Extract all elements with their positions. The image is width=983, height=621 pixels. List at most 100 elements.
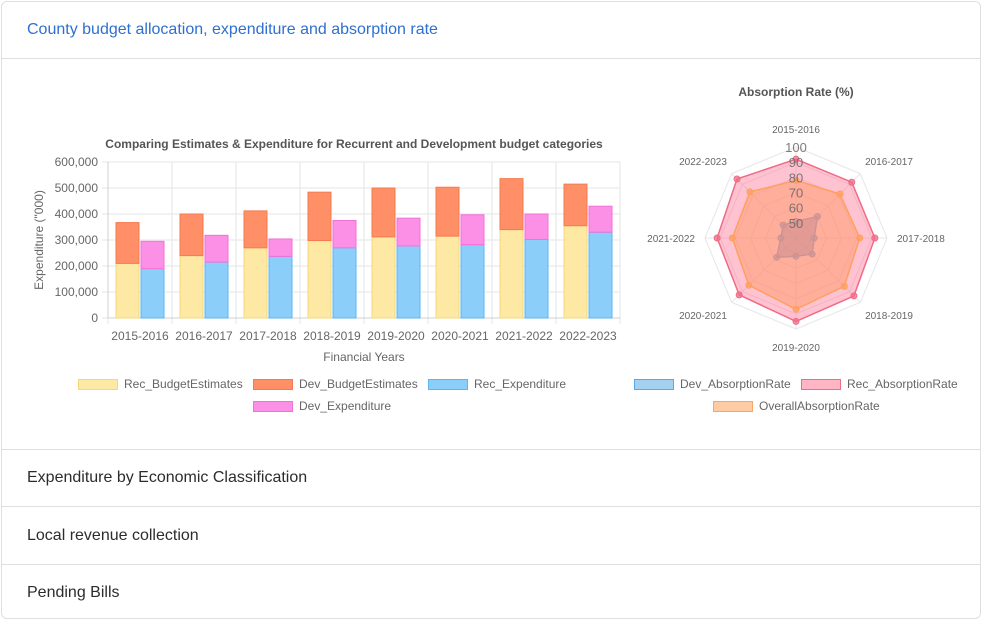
legend-label: Dev_AbsorptionRate [680, 377, 791, 391]
radar-point [713, 234, 721, 242]
bar-segment [179, 213, 204, 257]
radar-point [808, 250, 816, 258]
y-axis-title: Expenditure ("000) [32, 190, 46, 290]
legend-label: Rec_Expenditure [474, 377, 567, 391]
radar-point [871, 234, 879, 242]
legend-item-dev-budgetestimates[interactable]: Dev_BudgetEstimates [253, 377, 418, 391]
radar-point [733, 175, 741, 183]
y-tick-label: 200,000 [55, 259, 99, 273]
radar-point [792, 155, 800, 163]
legend-label: Rec_AbsorptionRate [847, 377, 958, 391]
bar-segment [307, 191, 332, 242]
legend-item-overallabsorptionrate[interactable]: OverallAbsorptionRate [713, 399, 880, 413]
bar-segment [179, 255, 204, 319]
accordion-body-budget: Comparing Estimates & Expenditure for Re… [2, 59, 980, 450]
legend-swatch [713, 400, 753, 412]
y-tick-label: 500,000 [55, 181, 99, 195]
legend-item-rec-budgetestimates[interactable]: Rec_BudgetEstimates [78, 377, 243, 391]
radar-point [745, 281, 753, 289]
bar-segment [460, 214, 485, 246]
bar-segment [588, 231, 613, 319]
legend-swatch [801, 378, 841, 390]
radar-axis-label: 2022-2023 [679, 157, 727, 168]
radar-point [746, 188, 754, 196]
bar-segment [332, 220, 357, 249]
radar-axis-label: 2019-2020 [772, 343, 820, 354]
bar-segment [371, 187, 396, 238]
radar-r-tick: 80 [789, 170, 803, 185]
radar-point [773, 253, 781, 261]
accordion-header-local-revenue[interactable]: Local revenue collection [2, 507, 980, 565]
x-tick-label: 2018-2019 [303, 329, 361, 343]
radar-point [840, 282, 848, 290]
radar-r-tick: 100 [785, 140, 807, 155]
bar-segment [524, 238, 549, 319]
bar-segment [204, 234, 229, 263]
legend-swatch [253, 400, 293, 412]
legend-item-dev-expenditure[interactable]: Dev_Expenditure [253, 399, 391, 413]
legend-item-dev-absorptionrate[interactable]: Dev_AbsorptionRate [634, 377, 791, 391]
bar-segment [563, 225, 588, 319]
accordion-title-local-revenue: Local revenue collection [27, 526, 199, 544]
radar-point [792, 252, 800, 260]
legend-label: OverallAbsorptionRate [759, 399, 880, 413]
bar-segment [563, 183, 588, 227]
radar-title: Absorption Rate (%) [738, 85, 853, 99]
chart-title: Comparing Estimates & Expenditure for Re… [105, 137, 603, 151]
legend-item-rec-absorptionrate[interactable]: Rec_AbsorptionRate [801, 377, 958, 391]
bar-segment [499, 229, 524, 319]
legend-item-rec-expenditure[interactable]: Rec_Expenditure [428, 377, 566, 391]
bar-segment [435, 186, 460, 237]
radar-r-tick: 60 [789, 201, 803, 216]
x-axis-title: Financial Years [323, 350, 404, 364]
bar-segment [435, 235, 460, 319]
y-tick-label: 600,000 [55, 155, 99, 169]
radar-point [856, 234, 864, 242]
bar-segment [115, 222, 140, 264]
accordion-header-pending-bills[interactable]: Pending Bills [2, 565, 980, 618]
bar-segment [371, 236, 396, 319]
bar-segment [396, 217, 421, 247]
bar-segment [243, 210, 268, 249]
radar-point [792, 317, 800, 325]
bar-segment [268, 238, 293, 257]
accordion-header-economic-classification[interactable]: Expenditure by Economic Classification [2, 449, 980, 507]
radar-r-tick: 50 [789, 216, 803, 231]
radar-axis-label: 2020-2021 [679, 311, 727, 322]
bar-segment [204, 261, 229, 319]
stacked-bar-chart: Comparing Estimates & Expenditure for Re… [32, 137, 621, 364]
legend-label: Rec_BudgetEstimates [124, 377, 243, 391]
radar-axis-label: 2015-2016 [772, 125, 820, 136]
bar-segment [307, 240, 332, 319]
legend-label: Dev_Expenditure [299, 399, 392, 413]
bar-segment [140, 240, 165, 270]
radar-axis-label: 2021-2022 [647, 234, 695, 245]
accordion-title-budget: County budget allocation, expenditure an… [27, 21, 438, 38]
radar-point [735, 291, 743, 299]
x-tick-label: 2022-2023 [559, 329, 617, 343]
radar-point [792, 217, 800, 225]
y-tick-label: 100,000 [55, 285, 99, 299]
radar-point [779, 221, 787, 229]
bar-segment [460, 244, 485, 319]
x-tick-label: 2015-2016 [111, 329, 169, 343]
x-tick-label: 2019-2020 [367, 329, 425, 343]
radar-point [810, 234, 818, 242]
accordion-header-budget[interactable]: County budget allocation, expenditure an… [2, 2, 980, 59]
x-tick-label: 2017-2018 [239, 329, 297, 343]
radar-axis-label: 2017-2018 [897, 234, 945, 245]
radar-r-tick: 90 [789, 155, 803, 170]
x-tick-label: 2020-2021 [431, 329, 489, 343]
radar-point [792, 176, 800, 184]
bar-segment [243, 247, 268, 319]
bar-segment [499, 178, 524, 231]
radar-axis-label: 2016-2017 [865, 157, 913, 168]
accordion-title-economic-classification: Expenditure by Economic Classification [27, 468, 308, 486]
legend-label: Dev_BudgetEstimates [299, 377, 418, 391]
radar-point [728, 234, 736, 242]
legend-swatch [634, 378, 674, 390]
x-tick-label: 2016-2017 [175, 329, 233, 343]
radar-point [777, 234, 785, 242]
